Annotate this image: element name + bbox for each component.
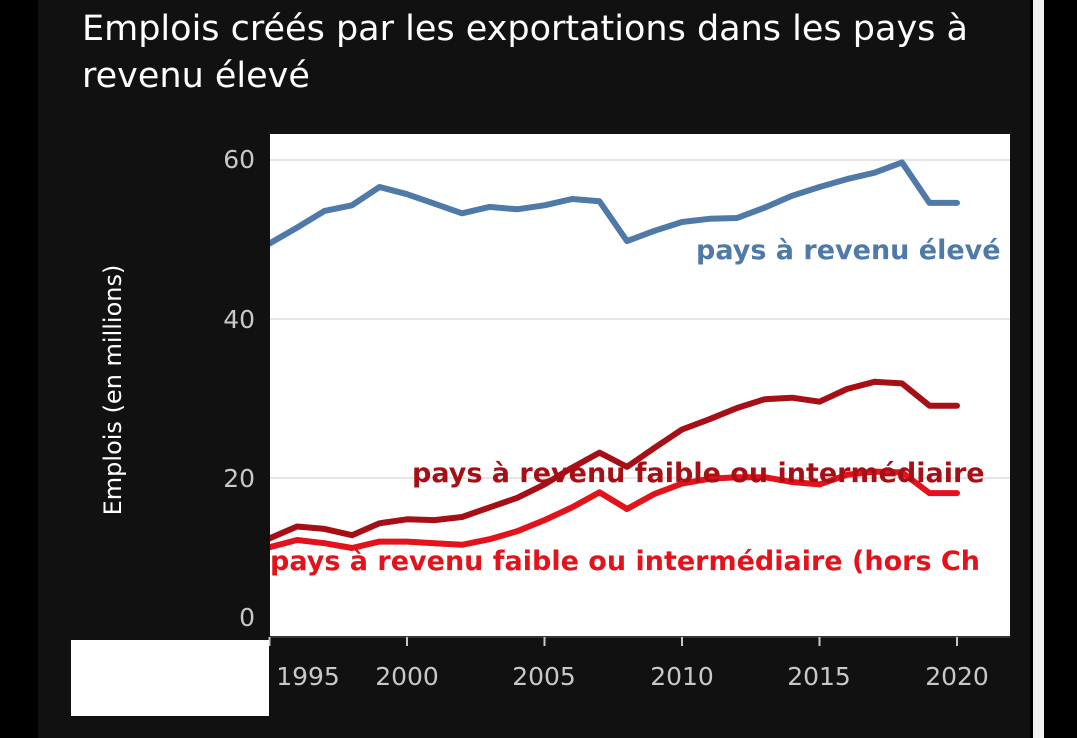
y-tick-label: 60	[223, 145, 255, 174]
annotation-low-middle-income: pays à revenu faible ou intermédiaire	[412, 458, 985, 489]
gridlines	[270, 159, 1010, 479]
annotation-low-middle-ex-china: pays à revenu faible ou intermédiaire (h…	[270, 546, 980, 577]
series-line-low-middle-ex-china	[270, 468, 960, 551]
y-tick-label: 0	[239, 603, 255, 632]
x-tick-label: 1995	[276, 662, 340, 691]
scrollbar[interactable]	[1033, 0, 1044, 738]
x-tick-label: 2005	[512, 662, 576, 691]
x-tick-marks	[268, 637, 958, 646]
series-line-high-income	[270, 159, 960, 247]
plot-area	[270, 134, 1010, 638]
y-tick-label: 20	[223, 464, 255, 493]
series-lines	[270, 159, 960, 551]
redaction-box	[71, 640, 269, 716]
x-tick-label: 2000	[375, 662, 439, 691]
x-tick-label: 2020	[925, 662, 989, 691]
chart-title: Emplois créés par les exportations dans …	[82, 9, 968, 96]
series-annotations: pays à revenu élevé pays à revenu faible…	[270, 235, 1001, 577]
x-tick-label: 2015	[787, 662, 851, 691]
annotation-high-income: pays à revenu élevé	[696, 235, 1001, 266]
x-tick-label: 2010	[650, 662, 714, 691]
series-line-low-middle-income	[270, 378, 960, 542]
y-tick-label: 40	[223, 305, 255, 334]
